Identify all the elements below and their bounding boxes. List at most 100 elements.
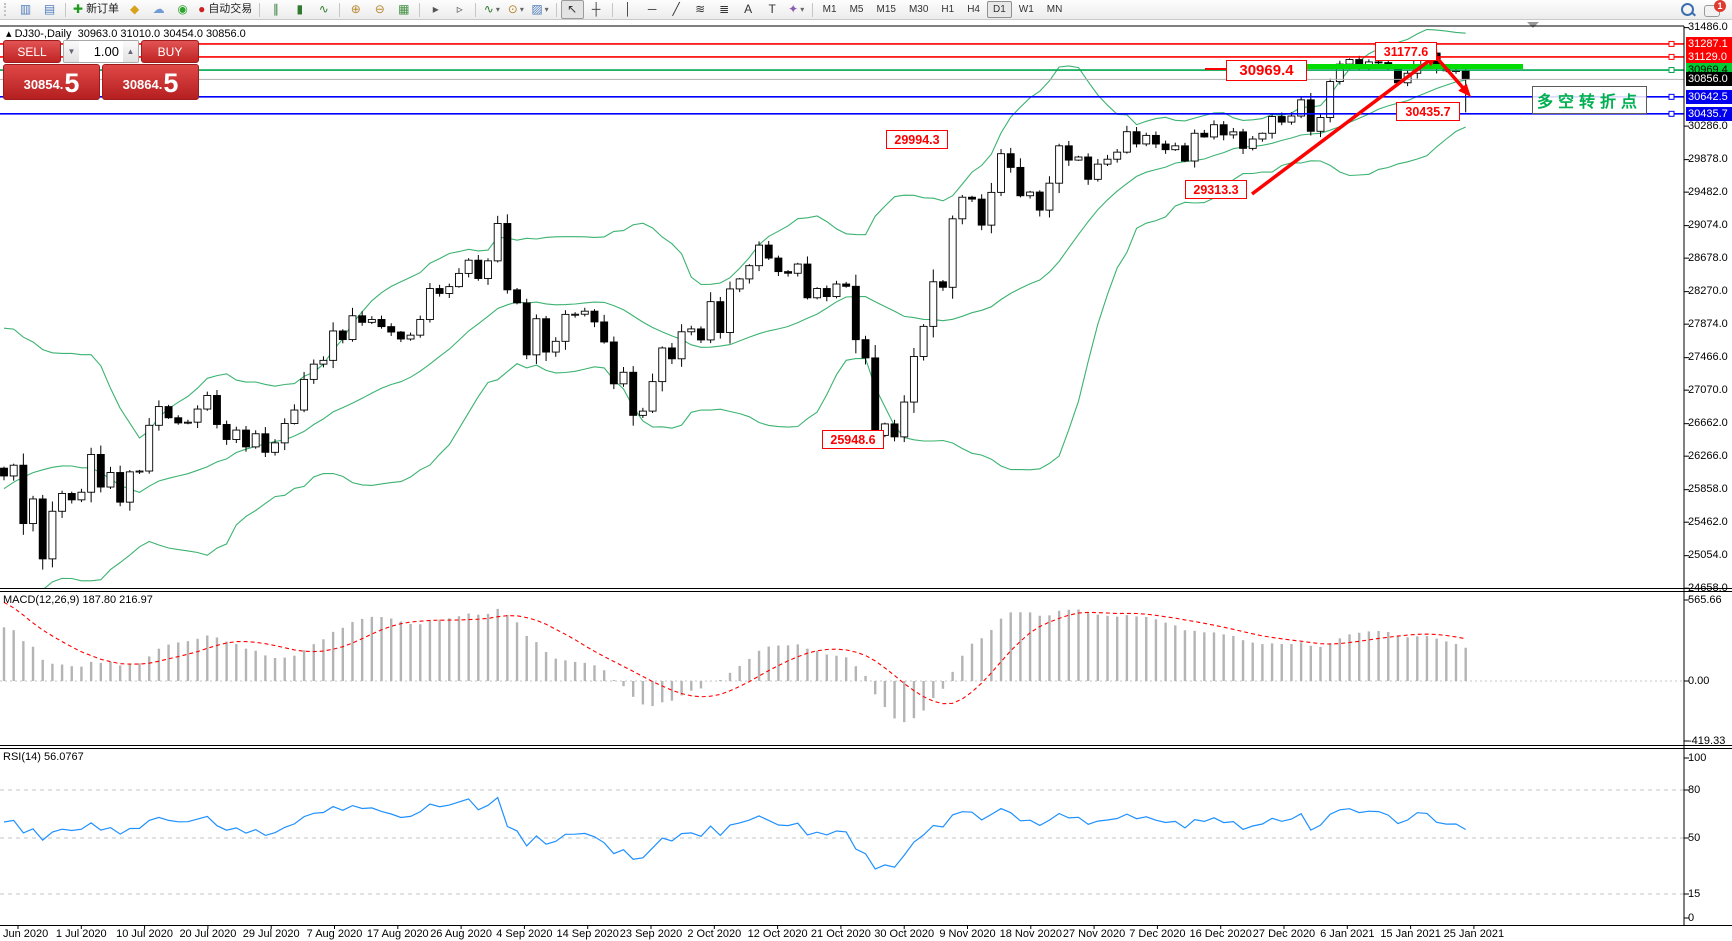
price-level-label: 30642.5 xyxy=(1686,89,1732,104)
timeframe-button-h4[interactable]: H4 xyxy=(967,4,980,15)
new-order-button: ✚ xyxy=(73,2,84,16)
market-icon[interactable]: ☁ xyxy=(147,0,170,19)
chart-profiles-icon: ▤ xyxy=(43,2,56,16)
indicators-dropdown[interactable]: ∿ ▾ xyxy=(480,0,503,19)
volume-increase-button[interactable]: ▲ xyxy=(123,41,138,62)
templates-dropdown[interactable]: ▨ ▾ xyxy=(528,0,551,19)
vertical-line-icon: │ xyxy=(624,2,632,16)
fibonacci-icon[interactable]: ≣ xyxy=(713,0,736,19)
object-handle[interactable] xyxy=(1668,110,1675,117)
zoom-in-icon[interactable]: ⊕ xyxy=(344,0,367,19)
trend-arrow[interactable] xyxy=(1435,56,1468,93)
timeframe-button-m15[interactable]: M15 xyxy=(876,4,896,15)
candlestick-chart-icon[interactable]: ▮ xyxy=(288,0,311,19)
toolbar-separator xyxy=(811,2,813,17)
price-tick: 27466.0 xyxy=(1688,351,1728,364)
macd-panel-sash[interactable] xyxy=(0,588,1732,592)
equidistant-channel-icon[interactable]: ≋ xyxy=(689,0,712,19)
toolbar-separator xyxy=(475,2,477,17)
sell-button[interactable]: SELL xyxy=(3,40,61,63)
timeframe-button-h1[interactable]: H1 xyxy=(941,4,955,15)
equidistant-channel-icon: ≋ xyxy=(695,2,706,16)
vertical-line-icon[interactable]: │ xyxy=(617,0,640,19)
arrows-dropdown[interactable]: ✦ ▾ xyxy=(785,0,808,19)
object-handle[interactable] xyxy=(1668,53,1675,60)
object-handle[interactable] xyxy=(1668,67,1675,74)
signals-icon[interactable]: ◉ xyxy=(171,0,194,19)
auto-scroll-icon: ▸ xyxy=(432,2,439,16)
cursor-icon[interactable]: ↖ xyxy=(560,0,584,19)
chart-shift-icon[interactable]: ▹ xyxy=(448,0,471,19)
timeframe-button-m1[interactable]: M1 xyxy=(822,4,837,15)
trendline-icon[interactable]: ╱ xyxy=(665,0,688,19)
horizontal-line-icon[interactable]: ─ xyxy=(641,0,664,19)
price-tick: 25858.0 xyxy=(1688,483,1728,496)
macd-label: MACD(12,26,9) 187.80 216.97 xyxy=(3,594,153,606)
volume-value[interactable]: 1.00 xyxy=(93,44,119,59)
date-label: 25 Jan 2021 xyxy=(1443,928,1505,940)
note-text-box[interactable]: 多空转折点 xyxy=(1532,86,1647,114)
rsi-panel-sash[interactable] xyxy=(0,745,1732,749)
expert-advisors-icon[interactable]: ◆ xyxy=(123,0,146,19)
price-tick: 26662.0 xyxy=(1688,417,1728,430)
search-icon[interactable] xyxy=(1680,2,1696,18)
macd-panel xyxy=(0,601,1684,723)
object-handle[interactable] xyxy=(1668,40,1675,47)
price-level-label: 31287.1 xyxy=(1686,36,1732,51)
buy-price[interactable]: 30864. 5 xyxy=(102,64,199,100)
candlestick-chart-icon: ▮ xyxy=(296,2,304,16)
chart-shift-marker-icon[interactable] xyxy=(1527,22,1539,28)
date-label: 14 Sep 2020 xyxy=(556,928,619,940)
price-tick: 28678.0 xyxy=(1688,251,1728,264)
timeframe-button-m30[interactable]: M30 xyxy=(908,4,929,15)
text-label-icon[interactable]: T xyxy=(761,0,784,19)
chart-profiles-icon[interactable]: ▤ xyxy=(38,0,61,19)
tile-windows-icon[interactable]: ▦ xyxy=(392,0,415,19)
price-tick: 25462.0 xyxy=(1688,515,1728,528)
price-tick: 29482.0 xyxy=(1688,185,1728,198)
chart-price-annotation[interactable]: 30969.4 xyxy=(1226,60,1307,81)
arrowhead-icon xyxy=(1458,83,1471,97)
new-chart-icon[interactable]: ▥ xyxy=(14,0,37,19)
date-label: 10 Jul 2020 xyxy=(116,928,174,940)
trend-arrow[interactable] xyxy=(1250,57,1433,196)
chat-icon[interactable]: 1 xyxy=(1704,0,1726,18)
volume-field: ▼ 1.00 ▲ xyxy=(63,40,139,63)
new-order-button[interactable]: ✚ 新订单 xyxy=(70,0,122,19)
timeframe-button-mn[interactable]: MN xyxy=(1046,4,1063,15)
text-icon[interactable]: A xyxy=(737,0,760,19)
date-label: 23 Sep 2020 xyxy=(619,928,683,940)
macd-axis-tick: 565.66 xyxy=(1688,593,1722,606)
date-label: 2 Oct 2020 xyxy=(687,928,742,940)
line-chart-icon[interactable]: ∿ xyxy=(312,0,335,19)
chart-price-annotation[interactable]: 29313.3 xyxy=(1185,180,1247,199)
price-tick: 27070.0 xyxy=(1688,383,1728,396)
tile-windows-icon: ▦ xyxy=(398,2,410,16)
periods-dropdown[interactable]: ⊙ ▾ xyxy=(504,0,527,19)
bar-chart-icon[interactable]: ∥ xyxy=(264,0,287,19)
object-handle[interactable] xyxy=(1668,93,1675,100)
zoom-out-icon[interactable]: ⊖ xyxy=(368,0,391,19)
timeframe-button-m5[interactable]: M5 xyxy=(849,4,864,15)
date-label: 7 Aug 2020 xyxy=(306,928,363,940)
chart-price-annotation[interactable]: 31177.6 xyxy=(1375,42,1437,61)
crosshair-icon[interactable]: ┼ xyxy=(585,0,608,19)
chart-price-annotation[interactable]: 25948.6 xyxy=(822,430,884,449)
sell-price[interactable]: 30854. 5 xyxy=(3,64,100,100)
thick-green-trendline[interactable] xyxy=(1233,64,1523,69)
chart-price-annotation[interactable]: 30435.7 xyxy=(1396,102,1460,121)
timeframe-button-w1[interactable]: W1 xyxy=(1018,4,1034,15)
chevron-down-icon: ▾ xyxy=(544,5,549,14)
bar-chart-icon: ∥ xyxy=(272,2,279,16)
auto-scroll-icon[interactable]: ▸ xyxy=(424,0,447,19)
price-level-label: 31129.0 xyxy=(1686,49,1732,64)
timeframe-button-d1[interactable]: D1 xyxy=(986,1,1012,18)
autotrading-button[interactable]: ● 自动交易 xyxy=(195,0,255,19)
rsi-axis-tick: 0 xyxy=(1688,911,1695,924)
chart-price-annotation[interactable]: 29994.3 xyxy=(886,130,948,149)
buy-button[interactable]: BUY xyxy=(141,40,199,63)
text-label-icon: T xyxy=(768,2,776,16)
volume-decrease-button[interactable]: ▼ xyxy=(64,41,79,62)
